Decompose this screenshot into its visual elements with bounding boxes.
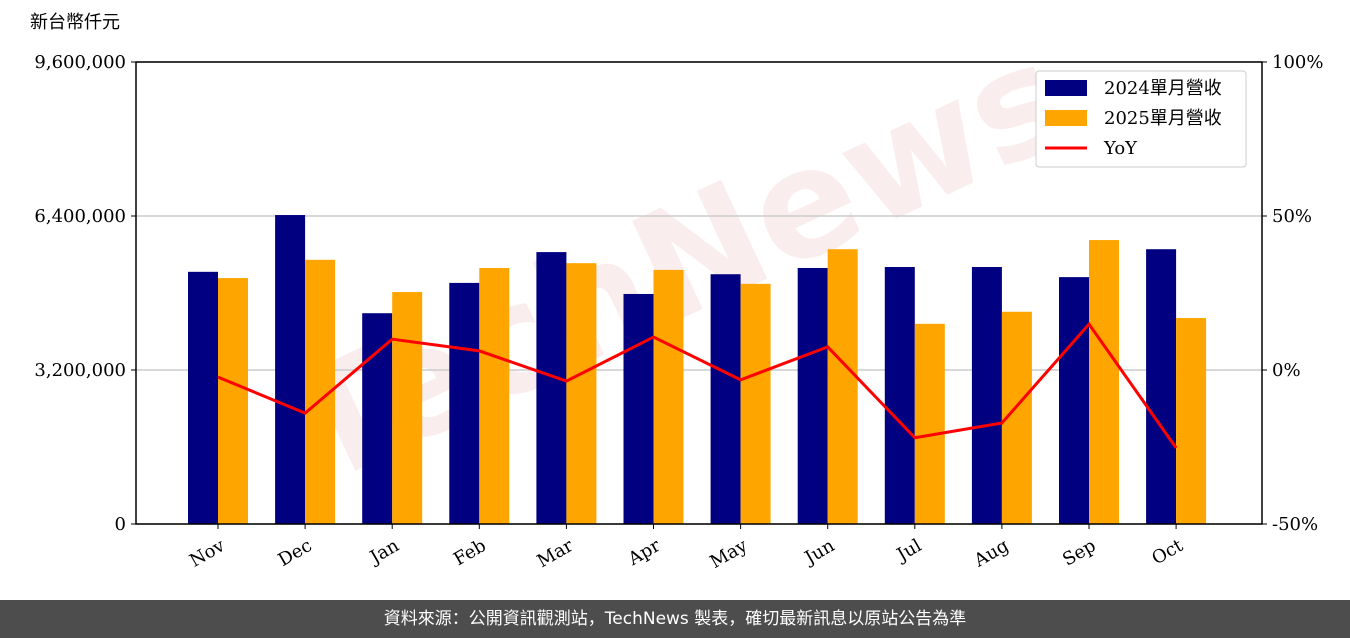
legend-box: [1035, 70, 1247, 168]
legend-swatch: [1045, 110, 1087, 126]
bar: [1146, 249, 1177, 525]
y-tick-label: 0: [115, 514, 126, 535]
legend: 2024單月營收 2025單月營收 YoY: [1035, 70, 1247, 168]
bar: [218, 278, 248, 524]
plot-frame: [135, 61, 1263, 525]
x-tick-label: Mar: [534, 535, 578, 572]
x-tick-label: Jan: [365, 535, 403, 569]
x-tick-label: Jun: [800, 535, 839, 570]
source-footer: 資料來源：公開資訊觀測站，TechNews 製表，確切最新訊息以原站公告為準: [0, 600, 1350, 638]
x-tick-label: Jul: [892, 535, 926, 567]
bar: [710, 274, 741, 524]
bar: [827, 249, 858, 525]
bar: [1176, 318, 1207, 524]
bar: [392, 292, 423, 524]
x-tick-label: Feb: [450, 535, 490, 570]
x-tick-label: May: [707, 535, 752, 573]
x-tick-label: Aug: [970, 535, 1013, 572]
bar: [623, 293, 654, 524]
bar: [479, 267, 510, 524]
x-tick-label: Sep: [1059, 535, 1099, 570]
y2-tick-label: 0%: [1272, 360, 1301, 381]
bar: [1089, 240, 1119, 524]
bar: [536, 252, 567, 524]
y2-tick-label: 50%: [1272, 206, 1312, 227]
bar: [449, 282, 480, 524]
bar: [362, 313, 393, 524]
x-tick-label: Apr: [624, 535, 664, 570]
bar: [884, 267, 915, 524]
yoy-line: [217, 321, 1178, 449]
bar: [188, 271, 218, 524]
chart: 新台幣仟元 TechNews 03,200,0006,400,0009,600,…: [30, 8, 1323, 573]
y2-tick-label: 100%: [1272, 52, 1323, 73]
x-tick-label: Dec: [275, 535, 316, 571]
y-axis-label: 新台幣仟元: [30, 12, 120, 33]
legend-label: 2024單月營收: [1104, 78, 1222, 99]
bar: [275, 215, 306, 524]
y-tick-label: 3,200,000: [34, 360, 126, 381]
legend-swatch: [1045, 80, 1087, 96]
y-tick-label: 9,600,000: [34, 52, 126, 73]
y-tick-label: 6,400,000: [34, 206, 126, 227]
y2-tick-label: -50%: [1272, 514, 1318, 535]
bar: [740, 283, 771, 524]
bar: [1059, 277, 1089, 524]
legend-label: YoY: [1103, 138, 1138, 159]
bar: [797, 267, 828, 524]
x-tick-label: Oct: [1148, 535, 1187, 570]
bar: [914, 323, 945, 524]
bar: [566, 263, 597, 524]
legend-label: 2025單月營收: [1104, 108, 1222, 129]
bar: [653, 269, 684, 524]
bar: [971, 267, 1002, 524]
x-tick-label: Nov: [186, 535, 229, 572]
